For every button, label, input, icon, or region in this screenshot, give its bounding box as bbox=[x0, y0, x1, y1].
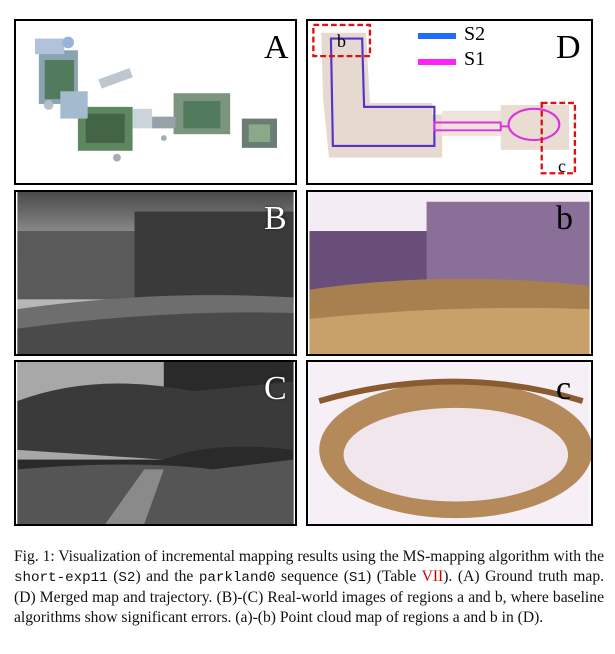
caption-mid: sequence ( bbox=[275, 568, 349, 585]
caption-paren-open-1: ( bbox=[107, 568, 119, 585]
legend-label-s1: S1 bbox=[464, 48, 486, 70]
caption-sequence-1-tag: S2 bbox=[118, 570, 136, 586]
panel-label-a: A bbox=[264, 29, 289, 66]
region-a-tag: b bbox=[337, 31, 346, 51]
point-cloud-region-a bbox=[309, 192, 590, 354]
legend-label-s2: S2 bbox=[464, 23, 486, 45]
caption-table-ref[interactable]: VII bbox=[421, 568, 444, 585]
building-photo bbox=[17, 192, 294, 354]
panel-d-merged-map: b c S2 S1 D bbox=[306, 19, 593, 185]
merged-map-image bbox=[312, 23, 577, 175]
panel-c-photo: C bbox=[14, 360, 297, 526]
panel-label-b: B bbox=[264, 200, 287, 237]
panel-label-c-lower: c bbox=[556, 370, 572, 407]
ground-truth-map-image bbox=[34, 36, 277, 162]
caption-rest: ). (A) Ground truth map. (D) Merged map … bbox=[14, 568, 605, 626]
caption-prefix: Fig. 1: Visualization of incremental map… bbox=[14, 548, 604, 565]
caption-connector: ) and the bbox=[135, 568, 199, 585]
panel-label-c: C bbox=[264, 370, 287, 407]
panel-b-point-cloud: b bbox=[306, 190, 593, 356]
park-photo bbox=[17, 362, 294, 524]
panel-c-point-cloud: c bbox=[306, 360, 593, 526]
legend-swatch-s1 bbox=[418, 59, 456, 65]
caption-sequence-1: short-exp11 bbox=[14, 570, 108, 586]
panel-a-ground-truth-map: A bbox=[14, 19, 297, 185]
point-cloud-region-b bbox=[309, 362, 591, 524]
figure-caption: Fig. 1: Visualization of incremental map… bbox=[14, 547, 604, 628]
panel-label-d: D bbox=[556, 29, 581, 66]
panel-b-photo: B bbox=[14, 190, 297, 356]
region-b-tag: c bbox=[558, 156, 566, 176]
caption-sequence-2: parkland0 bbox=[198, 570, 276, 586]
region-a-highlight-box bbox=[312, 23, 372, 58]
panel-label-b-lower: b bbox=[556, 200, 573, 237]
caption-sequence-2-tag: S1 bbox=[348, 570, 366, 586]
legend-swatch-s2 bbox=[418, 33, 456, 39]
caption-table-prefix: ) (Table bbox=[365, 568, 422, 585]
